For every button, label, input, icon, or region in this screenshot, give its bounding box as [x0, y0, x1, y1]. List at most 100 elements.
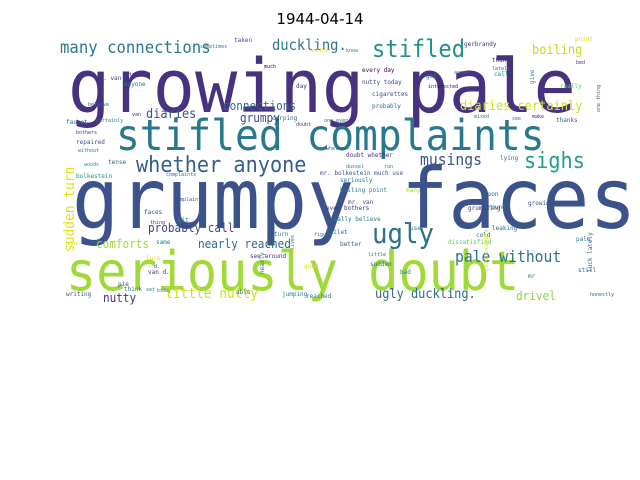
- cloud-word: taken: [234, 37, 252, 44]
- cloud-word: writing: [66, 291, 92, 298]
- cloud-word: mr: [528, 273, 536, 280]
- cloud-word: ugly duckling.: [375, 286, 476, 302]
- cloud-word: one even: [324, 118, 348, 124]
- cloud-word: mr. van: [96, 75, 122, 82]
- cloud-word: cold: [476, 232, 491, 239]
- cloud-word: repaired: [76, 139, 105, 146]
- cloud-word: nutty today: [362, 79, 402, 86]
- cloud-word: dissatisfied: [448, 239, 492, 246]
- cloud-word: much: [264, 64, 276, 70]
- cloud-word: things: [492, 57, 514, 64]
- cloud-word: turn: [274, 231, 289, 238]
- cloud-word: one thing: [596, 85, 602, 112]
- cloud-word: little: [368, 252, 386, 258]
- cloud-word: luck: [146, 255, 161, 262]
- cloud-word: sighs: [524, 147, 585, 173]
- cloud-word: really: [560, 83, 582, 90]
- cloud-word: pale without: [455, 247, 561, 266]
- cloud-word: mr. bolkestein much use: [320, 170, 403, 177]
- cloud-word: mixed: [474, 114, 489, 120]
- cloud-word: really believe: [330, 216, 381, 223]
- cloud-word: use: [410, 225, 421, 232]
- cloud-word: gerbrandy: [464, 41, 497, 48]
- cloud-word: toilet: [326, 229, 348, 236]
- cloud-word: connections: [223, 99, 296, 114]
- cloud-word: grumbling: [468, 205, 501, 212]
- cloud-word: tense: [108, 159, 126, 166]
- cloud-word: many connections: [60, 37, 211, 57]
- cloud-word: lately: [492, 66, 510, 72]
- cloud-word: diaries: [146, 106, 196, 122]
- cloud-word: growing: [528, 200, 554, 207]
- cloud-word: lives: [290, 235, 296, 250]
- cloud-word: honestly: [590, 292, 614, 298]
- cloud-word: whether anyone: [136, 151, 306, 177]
- cloud-word: boiling point: [340, 187, 387, 194]
- cloud-word: nearly reached: [198, 237, 291, 252]
- cloud-word: day: [296, 83, 307, 90]
- cloud-word: call: [494, 71, 509, 78]
- cloud-word: today: [156, 288, 171, 294]
- cloud-word: leaking: [492, 225, 518, 232]
- cloud-word: good: [304, 263, 319, 270]
- cloud-word: comforts: [96, 237, 149, 252]
- cloud-word: doubt whether: [346, 152, 393, 159]
- cloud-word: even bothers: [326, 205, 370, 212]
- cloud-word: faucet: [66, 119, 88, 126]
- cloud-word: pie: [118, 281, 129, 288]
- cloud-word: think: [124, 286, 142, 293]
- cloud-word: doubt: [296, 122, 311, 128]
- cloud-word: better: [340, 241, 362, 248]
- cloud-word: mr. van: [348, 199, 374, 206]
- cloud-word: see: [512, 116, 521, 122]
- cloud-word: sudden: [370, 261, 392, 268]
- cloud-word: drivel: [516, 289, 556, 304]
- cloud-word: sudden turn: [63, 167, 79, 252]
- cloud-word: van: [132, 112, 141, 118]
- cloud-word: run: [384, 164, 393, 170]
- cloud-word: jumping: [282, 291, 308, 298]
- cloud-word: point: [575, 36, 593, 43]
- cloud-word: see around: [250, 253, 287, 260]
- cloud-word: diaries certainly: [460, 98, 583, 114]
- cloud-word: annex: [454, 70, 469, 76]
- cloud-word: bolkestein: [76, 173, 113, 180]
- cloud-word: lying: [500, 155, 518, 162]
- cloud-word: d.: [154, 264, 160, 270]
- cloud-word: still: [578, 267, 596, 274]
- cloud-word: anyone: [124, 81, 146, 88]
- cloud-word: carping: [272, 115, 298, 122]
- cloud-word: hour: [66, 241, 78, 247]
- cloud-word: sometimes: [200, 44, 227, 50]
- cloud-word: woods: [84, 162, 99, 168]
- cloud-word: whether: [326, 146, 347, 152]
- cloud-word: get: [426, 73, 437, 80]
- cloud-word: bothers: [76, 130, 97, 136]
- cloud-word: without: [78, 148, 99, 154]
- cloud-word: probably: [372, 103, 401, 110]
- cloud-word: kit: [178, 217, 189, 224]
- cloud-word: bad: [400, 269, 411, 276]
- cloud-word: ugly: [372, 218, 434, 250]
- cloud-word: bed: [576, 60, 585, 66]
- cloud-word: figure: [314, 232, 332, 238]
- cloud-word: every day: [362, 67, 395, 74]
- cloud-word: soon: [484, 191, 499, 198]
- cloud-word: interested: [428, 84, 458, 90]
- cloud-word: complaints: [166, 172, 196, 178]
- cloud-word: able: [236, 289, 251, 296]
- cloud-word: around: [484, 204, 506, 211]
- cloud-word: growing pale: [68, 44, 576, 130]
- cloud-word: van d.: [148, 269, 170, 276]
- cloud-word: believe: [88, 102, 109, 108]
- cloud-word: dussel: [346, 164, 364, 170]
- cloud-word: thanks: [556, 117, 578, 124]
- cloud-word: duckling.: [272, 38, 347, 55]
- cloud-word: complaints: [174, 197, 204, 203]
- cloud-word: pale: [576, 236, 591, 243]
- cloud-word: seriously doubt: [66, 241, 519, 303]
- cloud-word: thing: [150, 220, 165, 226]
- cloud-word: stifled complaints: [116, 110, 545, 160]
- cloud-word: stifled: [372, 36, 465, 63]
- cloud-word: same: [156, 239, 171, 246]
